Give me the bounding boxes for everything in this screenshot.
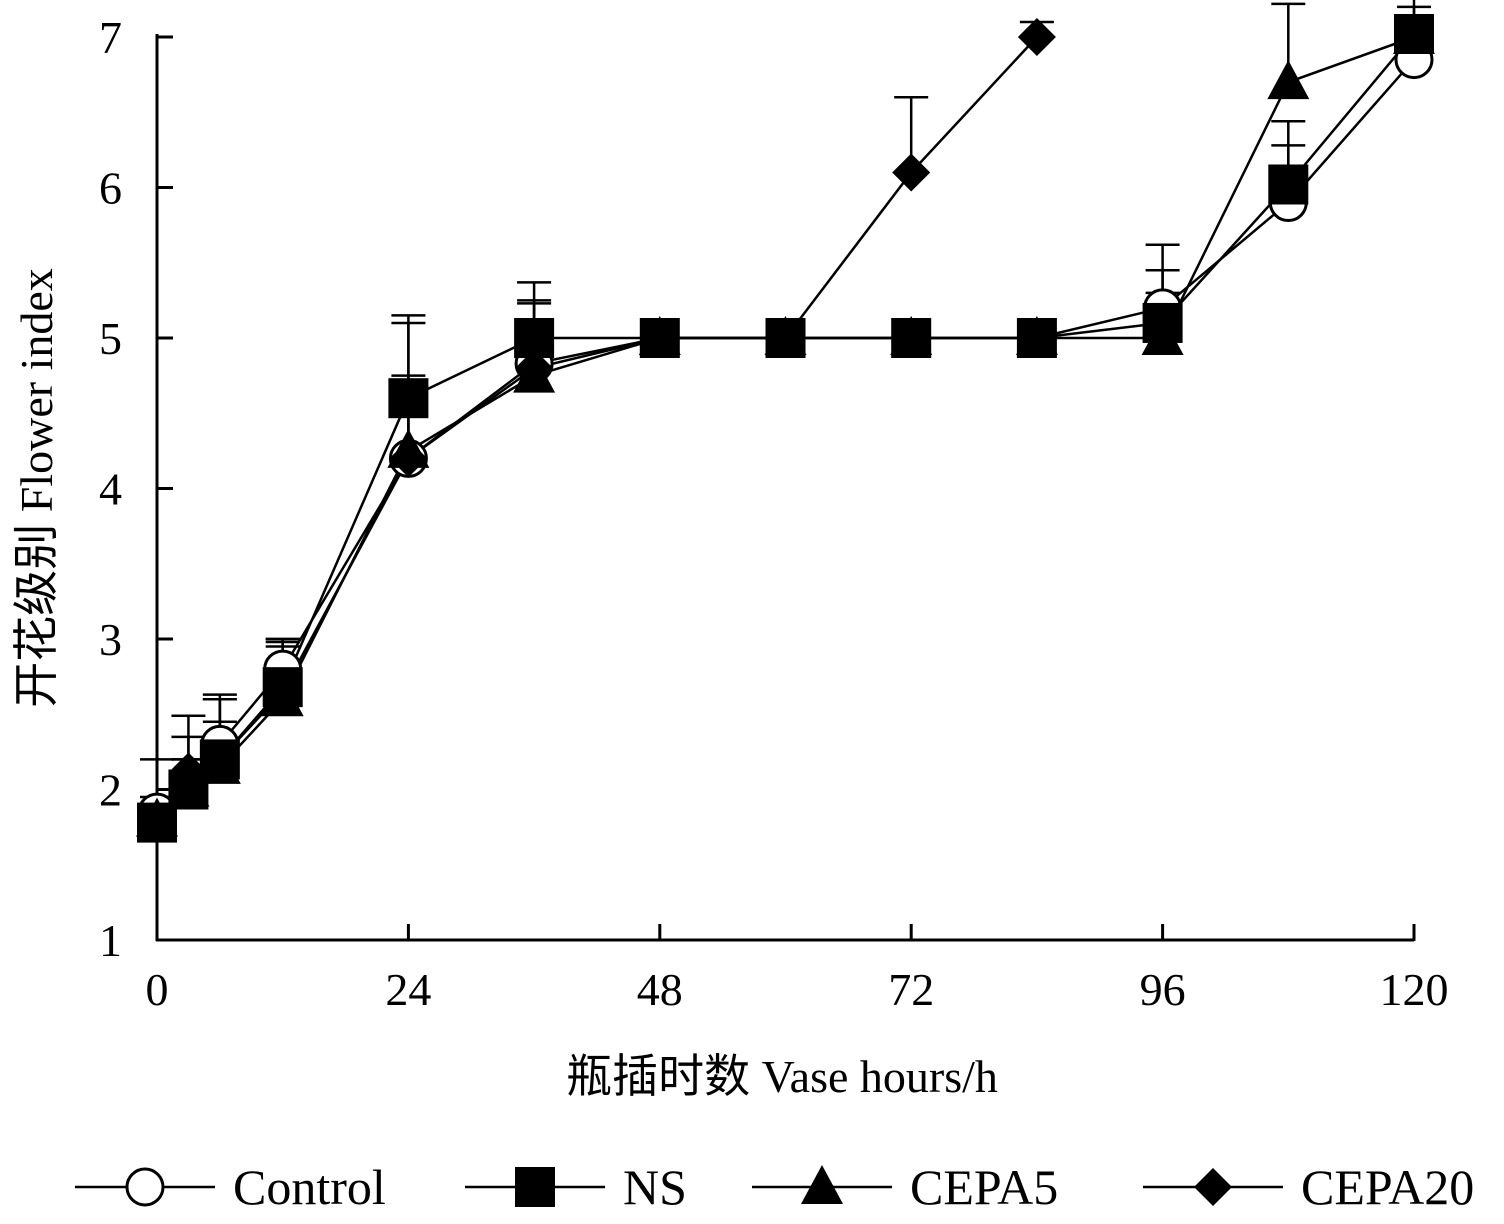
cepa20-data-point: [515, 349, 554, 388]
control-series-line: [156, 58, 1415, 813]
y-tick-label: 2: [99, 765, 122, 816]
ns-data-point: [1016, 318, 1057, 358]
legend-label: CEPA5: [910, 1159, 1058, 1215]
y-tick-label: 3: [99, 614, 122, 665]
ns-data-point: [262, 667, 303, 708]
y-tick-label: 1: [99, 915, 122, 966]
legend-marker: [125, 1167, 165, 1207]
ns-data-point: [639, 318, 680, 358]
x-tick-label: 24: [385, 964, 431, 1015]
x-tick-label: 72: [888, 964, 934, 1015]
series-lines: [155, 33, 1415, 824]
x-axis-title: 瓶插时数 Vase hours/h: [566, 1051, 998, 1102]
ns-series-line: [156, 33, 1415, 824]
y-tick-label: 6: [99, 163, 122, 214]
ns-data-point: [1394, 13, 1434, 54]
axes: [155, 34, 1416, 942]
x-tick-label: 96: [1140, 964, 1186, 1015]
legend-label: NS: [623, 1159, 687, 1215]
legend-marker: [801, 1165, 843, 1204]
legend-label: Control: [233, 1159, 386, 1215]
error-bars: [140, 0, 1431, 823]
y-tick-label: 4: [99, 464, 122, 515]
legend-marker: [1194, 1168, 1232, 1206]
x-tick-label: 120: [1380, 964, 1449, 1015]
series-markers: [136, 13, 1435, 843]
cepa5-data-point: [1267, 60, 1310, 100]
legend-item-control: Control: [75, 1159, 386, 1215]
ns-data-point: [765, 318, 806, 358]
ns-data-point: [514, 318, 555, 358]
legend: Control NS CEPA5 CEPA20: [75, 1159, 1474, 1215]
ns-data-point: [388, 378, 429, 419]
ns-data-point: [199, 739, 240, 780]
y-tick-label: 7: [99, 12, 122, 63]
legend-item-cepa5: CEPA5: [752, 1159, 1058, 1215]
x-tick-label: 48: [637, 964, 683, 1015]
cepa20-data-point: [892, 153, 931, 192]
x-tick-label: 0: [146, 964, 169, 1015]
y-tick-label: 5: [99, 313, 122, 364]
cepa20-data-point: [1017, 18, 1056, 56]
ns-data-point: [1268, 164, 1309, 205]
ns-data-point: [891, 318, 932, 358]
tick-labels: 1 2 3 4 5 6 7 0 24 48 72 96 120: [99, 12, 1449, 1015]
legend-marker: [515, 1167, 555, 1207]
legend-label: CEPA20: [1301, 1159, 1474, 1215]
legend-item-ns: NS: [465, 1159, 687, 1215]
cepa20-data-point: [389, 439, 428, 478]
legend-item-cepa20: CEPA20: [1143, 1159, 1474, 1215]
y-axis-title: 开花级别 Flower index: [11, 268, 62, 708]
ns-data-point: [1142, 302, 1183, 343]
cepa5-series-line: [156, 35, 1415, 821]
